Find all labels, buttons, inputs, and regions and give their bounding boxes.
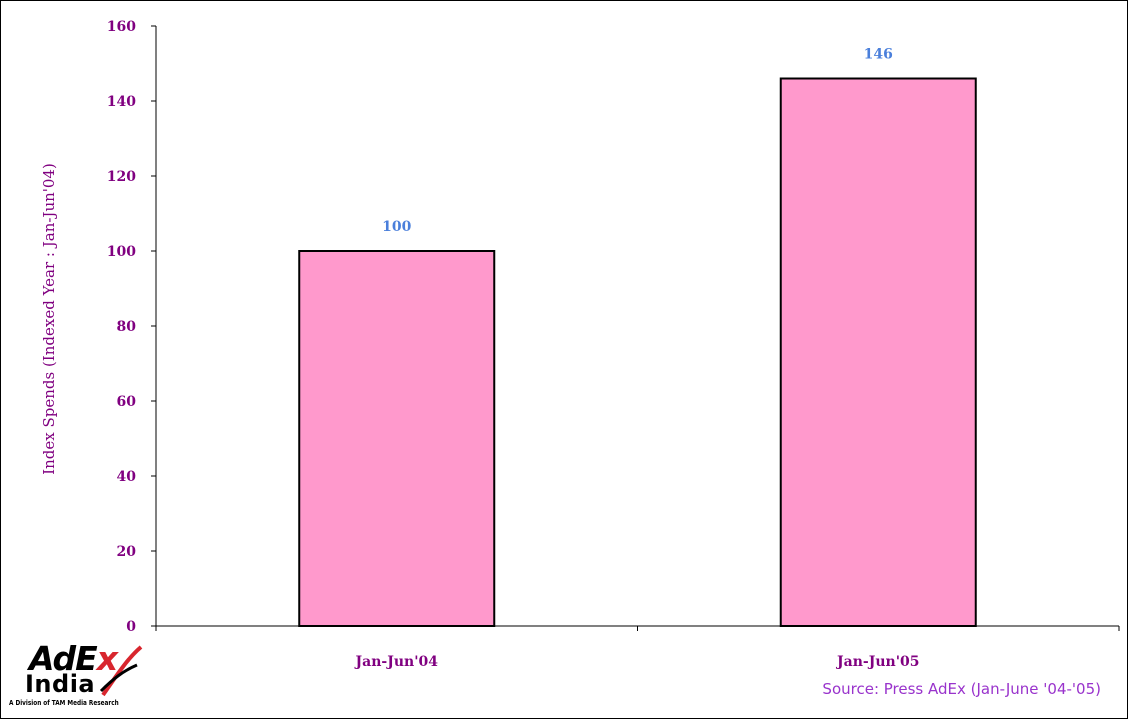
y-tick-label: 60 [117,394,137,410]
x-category-label: Jan-Jun'04 [354,654,439,670]
logo-tagline: A Division of TAM Media Research [9,699,119,707]
y-ticks: 0 20 40 60 80 100 120 140 160 [107,19,156,635]
y-tick-label: 80 [117,319,137,335]
y-tick-label: 140 [107,94,136,110]
bar [298,250,496,627]
source-note: Source: Press AdEx (Jan-June '04-'05) [822,680,1101,698]
bar-value-label: 100 [382,219,411,235]
y-tick-label: 120 [107,169,136,185]
data-labels: 100 146 [382,47,893,236]
logo-adex-x: x [96,639,118,678]
adex-india-logo: AdEx India A Division of TAM Media Resea… [9,641,149,713]
x-category-label: Jan-Jun'05 [835,654,919,670]
logo-swoosh-icon [99,645,143,697]
logo-india-text: India [25,670,96,698]
category-labels: Jan-Jun'04 Jan-Jun'05 [354,654,920,670]
bar [779,77,977,627]
y-tick-label: 160 [107,19,136,35]
y-tick-label: 100 [107,244,136,260]
y-axis-label-group: Index Spends (Indexed Year : Jan-Jun'04) [40,163,58,475]
logo-adex-text: AdEx [29,639,118,678]
bars [298,77,977,627]
bar-value-label: 146 [864,47,893,63]
logo-adex-prefix: AdE [29,639,98,678]
y-tick-label: 0 [126,619,136,635]
y-tick-label: 20 [117,544,137,560]
y-tick-label: 40 [117,469,137,485]
y-axis-label: Index Spends (Indexed Year : Jan-Jun'04) [40,163,58,475]
